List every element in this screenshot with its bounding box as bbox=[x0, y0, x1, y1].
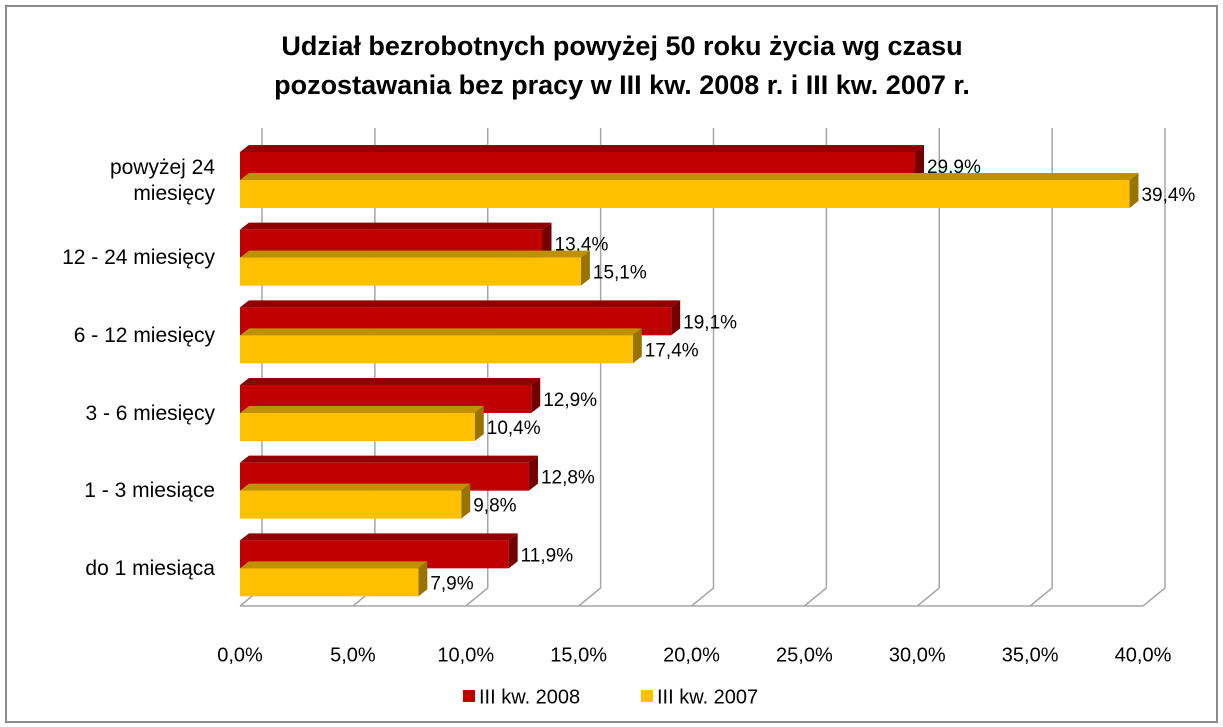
chart-title: pozostawania bez pracy w III kw. 2008 r.… bbox=[274, 70, 970, 100]
bar-side bbox=[508, 533, 518, 569]
data-label: 17,4% bbox=[645, 340, 699, 361]
x-tick-label: 35,0% bbox=[1002, 644, 1059, 666]
bar-top bbox=[240, 561, 428, 569]
x-tick-label: 40,0% bbox=[1115, 644, 1172, 666]
bar-side bbox=[528, 455, 538, 491]
y-tick-label: 1 - 3 miesiące bbox=[84, 479, 215, 503]
bar-top bbox=[240, 483, 471, 491]
x-tick-label: 10,0% bbox=[437, 644, 494, 666]
data-label: 7,9% bbox=[430, 573, 473, 594]
data-label: 12,9% bbox=[543, 390, 597, 411]
bar-side bbox=[580, 250, 590, 286]
data-label: 9,8% bbox=[473, 496, 516, 517]
legend-label: III kw. 2007 bbox=[657, 686, 758, 708]
bar-top bbox=[240, 173, 1139, 180]
bar-top bbox=[240, 145, 924, 152]
bar-top bbox=[240, 378, 541, 385]
x-tick-label: 0,0% bbox=[217, 644, 263, 666]
chart-title: Udział bezrobotnych powyżej 50 roku życi… bbox=[281, 31, 962, 61]
bar-side bbox=[632, 328, 642, 364]
bar-top bbox=[240, 533, 518, 541]
bar bbox=[240, 413, 475, 441]
y-tick-label: powyżej 24 miesięcy bbox=[109, 155, 215, 205]
data-label: 19,1% bbox=[683, 312, 737, 333]
grid-line bbox=[1029, 128, 1053, 607]
x-tick-label: 5,0% bbox=[330, 644, 376, 666]
bar-top bbox=[240, 300, 681, 308]
y-tick-label: 12 - 24 miesięcy bbox=[62, 246, 215, 270]
grid-line bbox=[578, 128, 602, 607]
bar-top bbox=[240, 455, 538, 463]
bar bbox=[240, 490, 462, 519]
data-label: 10,4% bbox=[487, 418, 541, 439]
bar bbox=[240, 335, 633, 364]
bar-side bbox=[1129, 173, 1139, 208]
bar-side bbox=[531, 378, 541, 413]
legend-swatch bbox=[641, 690, 653, 702]
data-label: 11,9% bbox=[521, 545, 574, 566]
data-label: 13,4% bbox=[555, 235, 609, 256]
bar-top bbox=[240, 222, 552, 230]
grid-line bbox=[691, 128, 715, 607]
y-tick-label: do 1 miesiąca bbox=[85, 557, 215, 581]
y-tick-label: 6 - 12 miesięcy bbox=[73, 324, 215, 348]
data-label: 29,9% bbox=[927, 157, 981, 178]
grid-line bbox=[1142, 128, 1166, 607]
bar-side bbox=[671, 300, 681, 336]
chart-frame bbox=[5, 5, 1218, 723]
y-tick-label: 3 - 6 miesięcy bbox=[85, 401, 215, 425]
bar bbox=[240, 257, 581, 286]
x-tick-label: 15,0% bbox=[550, 644, 607, 666]
data-label: 39,4% bbox=[1141, 185, 1195, 206]
bar-top bbox=[240, 328, 642, 336]
x-tick-label: 30,0% bbox=[889, 644, 946, 666]
data-label: 12,8% bbox=[541, 468, 595, 489]
bar bbox=[240, 180, 1130, 208]
grid-line bbox=[803, 128, 828, 607]
bar-side bbox=[418, 561, 428, 597]
bar bbox=[240, 568, 419, 597]
grid-line bbox=[916, 128, 940, 607]
legend-label: III kw. 2008 bbox=[479, 686, 580, 708]
legend-swatch bbox=[463, 690, 475, 702]
bar-top bbox=[240, 250, 590, 258]
bar-side bbox=[542, 222, 552, 258]
bar-top bbox=[240, 406, 484, 413]
data-label: 15,1% bbox=[593, 263, 647, 284]
x-tick-label: 25,0% bbox=[776, 644, 833, 666]
bar-side bbox=[461, 483, 471, 519]
bar-side bbox=[474, 406, 484, 441]
x-tick-label: 20,0% bbox=[663, 644, 720, 666]
bar-side bbox=[914, 145, 924, 180]
